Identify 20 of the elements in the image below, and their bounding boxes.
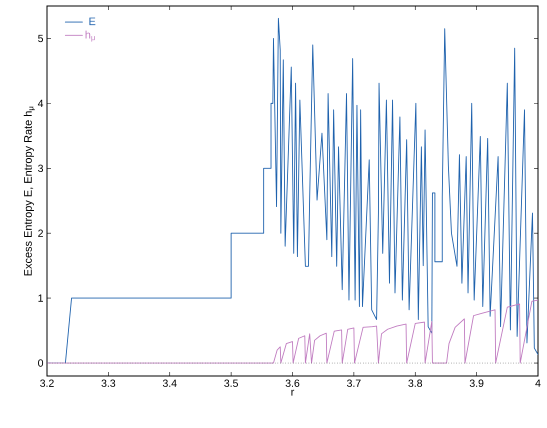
x-tick-label: 3.9	[470, 380, 484, 387]
x-tick-label: 3.3	[101, 380, 116, 387]
x-tick-label: 3.8	[408, 380, 422, 387]
x-tick-label: 3.4	[162, 380, 177, 387]
x-tick-label: 4	[535, 380, 541, 387]
x-tick-label: 3.6	[286, 380, 300, 387]
y-tick-label: 5	[38, 34, 44, 42]
y-axis-title: Excess Entropy E, Entropy Rate h$_{μ}$	[24, 106, 35, 276]
x-tick-label: 3.7	[346, 380, 361, 387]
y-tick-label: 3	[38, 164, 44, 172]
y-tick-label: 0	[38, 359, 44, 367]
y-tick-label: 2	[38, 230, 43, 237]
y-tick-label: 1	[38, 294, 43, 302]
x-axis-title: r	[291, 390, 294, 396]
legend-label: E	[89, 18, 96, 26]
legend-label: h$_{μ}$	[86, 30, 95, 42]
x-tick-label: 3.5	[224, 380, 238, 387]
x-tick-label: 3.2	[40, 380, 54, 387]
y-tick-label: 4	[38, 100, 44, 107]
line-series	[47, 300, 538, 364]
